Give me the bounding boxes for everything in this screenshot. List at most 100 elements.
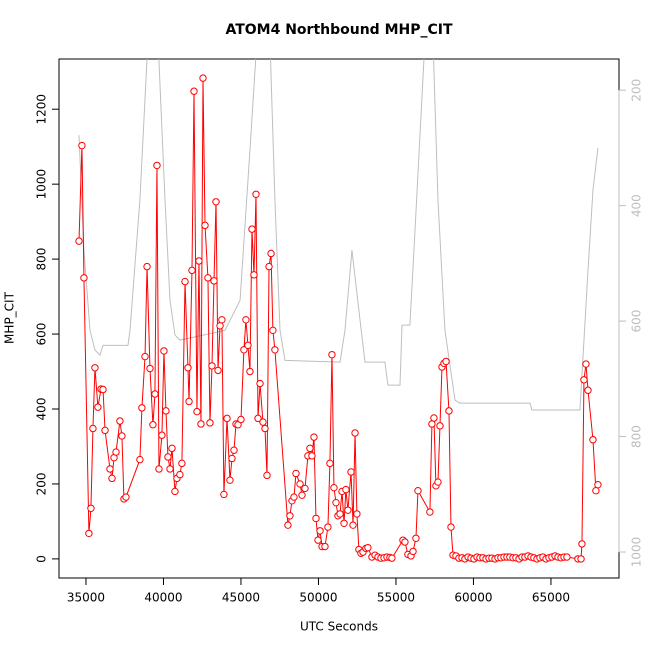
data-point bbox=[401, 538, 409, 546]
data-point bbox=[330, 483, 338, 492]
data-point bbox=[85, 529, 93, 538]
data-point bbox=[388, 554, 396, 562]
data-point bbox=[122, 493, 130, 501]
data-point bbox=[155, 465, 163, 473]
data-point bbox=[250, 271, 258, 279]
y-tick-label: 1000 bbox=[35, 169, 49, 200]
data-point bbox=[442, 357, 450, 366]
data-point bbox=[414, 486, 422, 495]
y2-tick-label: 600 bbox=[630, 310, 644, 333]
data-point bbox=[292, 469, 300, 478]
data-point bbox=[326, 459, 334, 468]
data-point bbox=[351, 429, 359, 437]
data-point bbox=[256, 379, 264, 388]
chart-title: ATOM4 Northbound MHP_CIT bbox=[225, 22, 453, 38]
data-point bbox=[146, 364, 154, 373]
x-tick-label: 55000 bbox=[377, 591, 415, 605]
data-point bbox=[237, 415, 245, 424]
data-point bbox=[190, 87, 198, 95]
data-point bbox=[149, 421, 157, 429]
data-point bbox=[168, 444, 176, 453]
data-point bbox=[349, 521, 357, 529]
x-tick-label: 40000 bbox=[144, 591, 182, 605]
data-point bbox=[580, 376, 588, 384]
data-point bbox=[116, 417, 124, 425]
data-point bbox=[336, 510, 344, 518]
y2-tick-label: 200 bbox=[630, 79, 644, 102]
data-point bbox=[584, 386, 592, 394]
data-point bbox=[158, 431, 166, 439]
data-point bbox=[230, 446, 238, 454]
data-point bbox=[101, 426, 109, 435]
data-point bbox=[347, 468, 355, 476]
data-point bbox=[284, 521, 292, 529]
data-point bbox=[80, 274, 88, 282]
data-point bbox=[75, 237, 83, 245]
data-point bbox=[310, 433, 318, 441]
data-point bbox=[428, 420, 436, 428]
y-tick-label: 200 bbox=[35, 472, 49, 495]
data-point bbox=[412, 534, 420, 542]
data-point bbox=[108, 474, 116, 483]
y2-series-line bbox=[78, 59, 599, 411]
data-point bbox=[436, 422, 444, 430]
data-point bbox=[447, 523, 455, 531]
x-tick-label: 50000 bbox=[299, 591, 337, 605]
data-point bbox=[296, 480, 304, 488]
data-point bbox=[301, 484, 309, 493]
data-point bbox=[216, 322, 224, 330]
data-point bbox=[594, 480, 602, 489]
data-point bbox=[204, 274, 212, 282]
data-point bbox=[286, 512, 294, 520]
data-point bbox=[328, 350, 336, 359]
data-point bbox=[342, 485, 350, 494]
data-point bbox=[445, 407, 453, 415]
y2-tick-label: 800 bbox=[630, 425, 644, 448]
data-point bbox=[185, 397, 193, 406]
y-tick-label: 800 bbox=[35, 248, 49, 271]
data-point bbox=[265, 262, 273, 271]
data-point bbox=[94, 403, 102, 411]
data-point bbox=[181, 277, 189, 286]
data-point bbox=[314, 536, 322, 544]
y-tick-label: 0 bbox=[35, 555, 49, 563]
data-point bbox=[244, 341, 252, 349]
data-point bbox=[263, 471, 271, 480]
plot-area bbox=[75, 59, 602, 563]
y-axis-label: MHP_CIT bbox=[3, 291, 17, 344]
data-point bbox=[99, 385, 107, 394]
data-point bbox=[201, 221, 209, 230]
data-point bbox=[577, 555, 585, 563]
data-point bbox=[91, 364, 99, 372]
data-point bbox=[151, 390, 159, 398]
x-axis-label: UTC Seconds bbox=[300, 620, 378, 634]
data-point bbox=[106, 465, 114, 473]
data-point bbox=[324, 523, 332, 531]
data-point bbox=[143, 262, 151, 271]
data-point bbox=[89, 424, 97, 433]
data-point bbox=[199, 74, 207, 82]
data-point bbox=[118, 432, 126, 440]
data-point bbox=[312, 514, 320, 523]
x-tick-label: 60000 bbox=[454, 591, 492, 605]
data-point bbox=[364, 543, 372, 552]
data-point bbox=[78, 141, 86, 150]
data-point bbox=[353, 510, 361, 518]
x-tick-label: 45000 bbox=[222, 591, 260, 605]
data-point bbox=[332, 498, 340, 507]
data-point bbox=[269, 326, 277, 335]
data-point bbox=[563, 553, 571, 561]
data-point bbox=[138, 404, 146, 412]
data-point bbox=[426, 508, 434, 516]
data-point bbox=[290, 493, 298, 501]
x-tick-label: 65000 bbox=[532, 591, 570, 605]
data-point bbox=[162, 407, 170, 415]
data-point bbox=[254, 414, 262, 423]
data-point bbox=[171, 487, 179, 496]
data-point bbox=[220, 490, 228, 499]
data-point bbox=[112, 448, 120, 456]
y-tick-label: 1200 bbox=[35, 94, 49, 125]
data-point bbox=[246, 367, 254, 376]
